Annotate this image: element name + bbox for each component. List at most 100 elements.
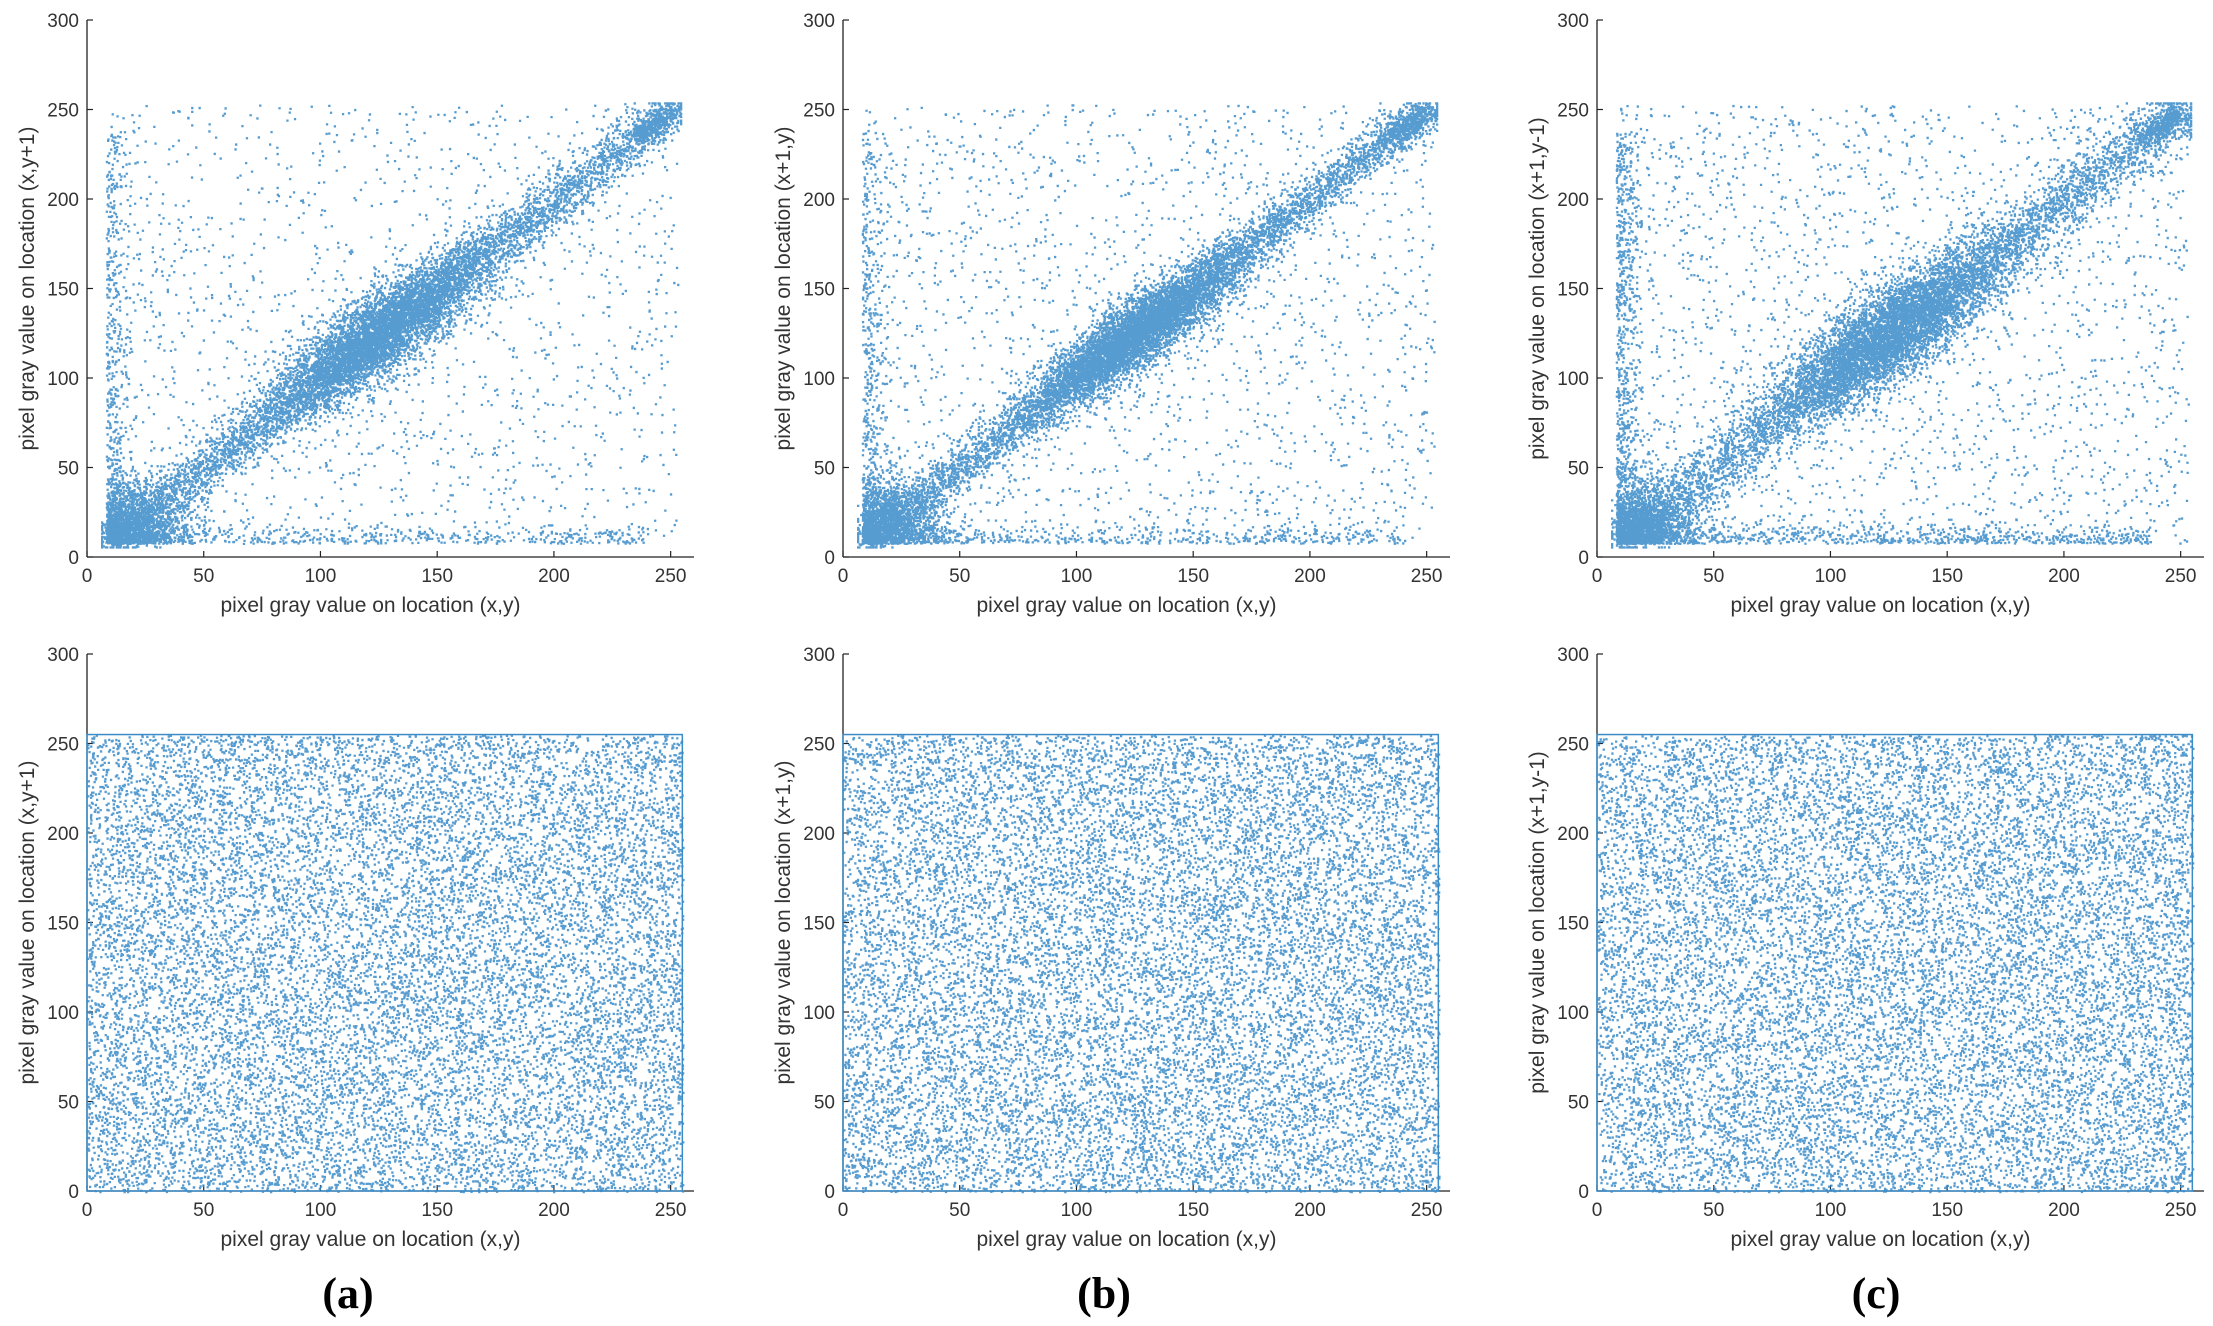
y-tick-label: 150 — [1557, 914, 1589, 935]
scatter-boundary — [86, 733, 684, 1192]
x-tick-label: 200 — [1294, 1200, 1326, 1221]
y-tick-label: 200 — [803, 824, 835, 845]
y-tick-label: 100 — [1557, 369, 1589, 390]
y-tick-label: 300 — [803, 11, 835, 32]
x-tick-label: 50 — [193, 1200, 214, 1221]
y-tick-label: 0 — [68, 1182, 79, 1203]
y-tick-label: 150 — [47, 280, 79, 301]
x-tick-label: 150 — [1931, 1200, 1963, 1221]
x-tick-label: 200 — [538, 566, 570, 587]
y-tick-label: 250 — [47, 101, 79, 122]
x-tick-label: 100 — [305, 566, 337, 587]
y-tick-label: 0 — [68, 548, 79, 569]
y-tick-label: 300 — [47, 11, 79, 32]
y-tick-label: 150 — [803, 280, 835, 301]
x-tick-label: 100 — [1061, 1200, 1093, 1221]
scatter-boundary — [1596, 733, 2194, 1192]
y-axis-label: pixel gray value on location (x,y+1) — [16, 127, 39, 451]
y-tick-label: 100 — [47, 1003, 79, 1024]
y-tick-label: 100 — [803, 1003, 835, 1024]
y-tick-label: 0 — [824, 1182, 835, 1203]
x-axis-label: pixel gray value on location (x,y) — [221, 1228, 521, 1251]
y-tick-label: 100 — [47, 369, 79, 390]
scatter-boundary — [842, 733, 1440, 1192]
y-tick-label: 100 — [803, 369, 835, 390]
y-tick-label: 100 — [1557, 1003, 1589, 1024]
y-axis-label: pixel gray value on location (x,y+1) — [16, 761, 39, 1085]
scatter-points — [87, 734, 685, 1194]
y-tick-label: 50 — [58, 459, 79, 480]
x-tick-label: 0 — [1592, 566, 1603, 587]
x-tick-label: 200 — [2048, 1200, 2080, 1221]
x-axis-label: pixel gray value on location (x,y) — [1731, 594, 2031, 617]
x-tick-label: 250 — [655, 566, 687, 587]
y-tick-label: 150 — [1557, 280, 1589, 301]
y-tick-label: 300 — [803, 645, 835, 666]
y-tick-label: 250 — [803, 101, 835, 122]
scatter-points — [857, 102, 1439, 549]
x-tick-label: 50 — [193, 566, 214, 587]
x-tick-label: 250 — [1411, 1200, 1443, 1221]
x-tick-label: 200 — [2048, 566, 2080, 587]
scatter-panel-1: 0 50 100 150 200 250 0 50 100 150 200 250 300 pixel g… — [16, 11, 694, 617]
x-tick-label: 150 — [1931, 566, 1963, 587]
y-tick-label: 50 — [1568, 459, 1589, 480]
scatter-panel-2: 0 50 100 150 200 250 0 50 100 150 200 250 300 pixel g… — [772, 11, 1450, 617]
y-tick-label: 50 — [1568, 1093, 1589, 1114]
x-tick-label: 0 — [82, 566, 93, 587]
y-tick-label: 250 — [47, 735, 79, 756]
x-tick-label: 50 — [1703, 566, 1724, 587]
y-axis-label: pixel gray value on location (x+1,y) — [772, 127, 795, 451]
x-axis-label: pixel gray value on location (x,y) — [221, 594, 521, 617]
x-tick-label: 0 — [838, 1200, 849, 1221]
x-tick-label: 200 — [538, 1200, 570, 1221]
x-tick-label: 0 — [1592, 1200, 1603, 1221]
x-tick-label: 100 — [1061, 566, 1093, 587]
x-tick-label: 150 — [421, 1200, 453, 1221]
scatter-points — [101, 102, 683, 549]
y-tick-label: 200 — [47, 824, 79, 845]
y-axis-label: pixel gray value on location (x+1,y-1) — [1526, 751, 1549, 1094]
x-tick-label: 100 — [1815, 566, 1847, 587]
y-axis-label: pixel gray value on location (x+1,y-1) — [1526, 117, 1549, 460]
x-tick-label: 250 — [2165, 566, 2197, 587]
y-tick-label: 300 — [1557, 645, 1589, 666]
y-tick-label: 150 — [47, 914, 79, 935]
scatter-panel-6: 0 50 100 150 200 250 0 50 100 150 200 250 300 pixel g… — [1526, 645, 2204, 1251]
y-tick-label: 300 — [1557, 11, 1589, 32]
y-tick-label: 200 — [47, 190, 79, 211]
scatter-points — [1597, 734, 2195, 1194]
y-tick-label: 250 — [1557, 735, 1589, 756]
y-tick-label: 200 — [1557, 190, 1589, 211]
panel-label-b: (b) — [1077, 1269, 1131, 1318]
scatter-panel-5: 0 50 100 150 200 250 0 50 100 150 200 250 300 pixel g… — [772, 645, 1450, 1251]
x-tick-label: 0 — [838, 566, 849, 587]
x-axis-label: pixel gray value on location (x,y) — [977, 594, 1277, 617]
panel-label-a: (a) — [322, 1269, 374, 1318]
y-tick-label: 200 — [803, 190, 835, 211]
x-tick-label: 200 — [1294, 566, 1326, 587]
x-tick-label: 100 — [1815, 1200, 1847, 1221]
x-tick-label: 50 — [949, 1200, 970, 1221]
y-tick-label: 0 — [1578, 1182, 1589, 1203]
x-tick-label: 250 — [1411, 566, 1443, 587]
x-tick-label: 250 — [2165, 1200, 2197, 1221]
y-tick-label: 50 — [814, 1093, 835, 1114]
scatter-panel-4: 0 50 100 150 200 250 0 50 100 150 200 250 300 pixel g… — [16, 645, 694, 1251]
x-axis-label: pixel gray value on location (x,y) — [977, 1228, 1277, 1251]
panel-label-c: (c) — [1851, 1269, 1901, 1318]
x-tick-label: 50 — [949, 566, 970, 587]
y-tick-label: 0 — [824, 548, 835, 569]
scatter-points — [843, 734, 1441, 1194]
x-tick-label: 150 — [1177, 1200, 1209, 1221]
y-axis-label: pixel gray value on location (x+1,y) — [772, 761, 795, 1085]
x-tick-label: 50 — [1703, 1200, 1724, 1221]
scatter-panel-3: 0 50 100 150 200 250 0 50 100 150 200 250 300 pixel g… — [1526, 11, 2204, 617]
x-tick-label: 0 — [82, 1200, 93, 1221]
x-tick-label: 250 — [655, 1200, 687, 1221]
x-axis-label: pixel gray value on location (x,y) — [1731, 1228, 2031, 1251]
y-tick-label: 50 — [58, 1093, 79, 1114]
y-tick-label: 0 — [1578, 548, 1589, 569]
y-tick-label: 50 — [814, 459, 835, 480]
